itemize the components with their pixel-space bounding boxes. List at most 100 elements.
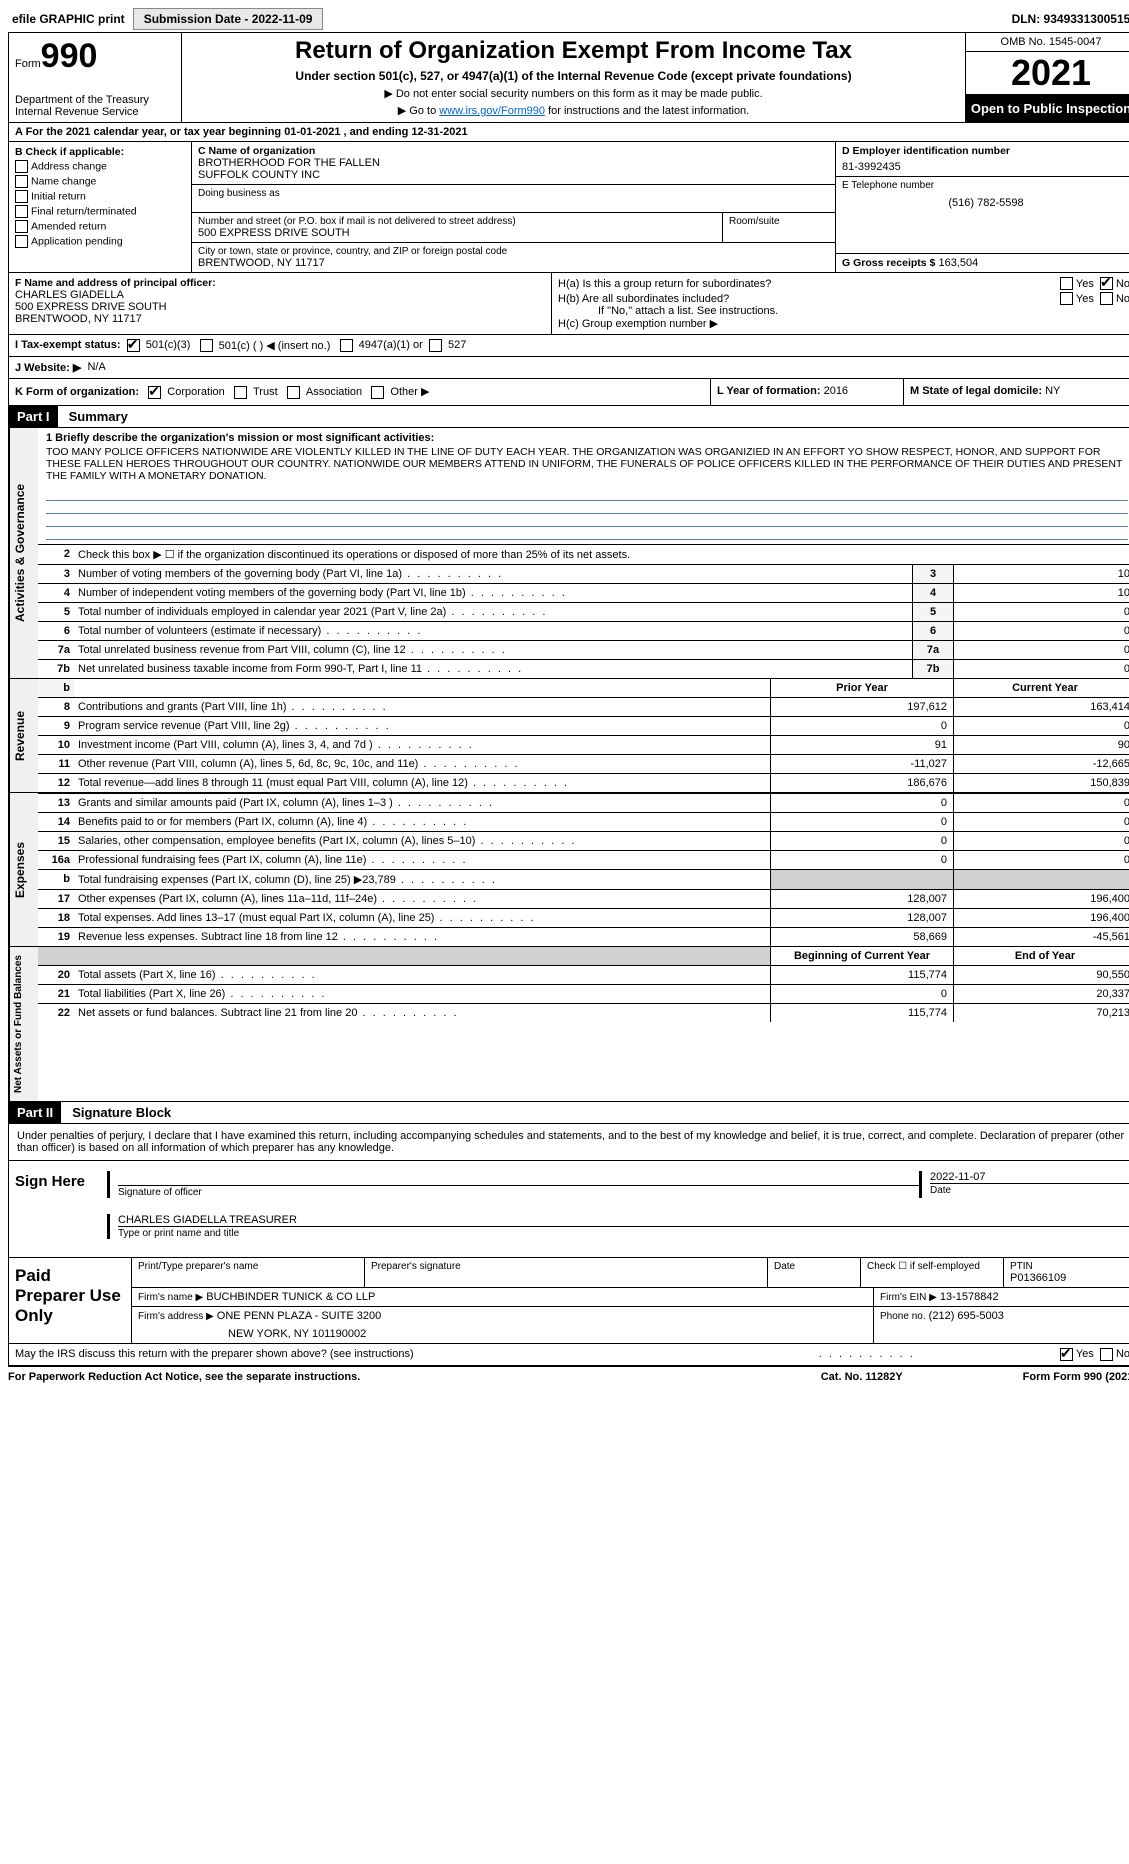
data-row: 16aProfessional fundraising fees (Part I… xyxy=(38,850,1129,869)
mission-label: 1 Briefly describe the organization's mi… xyxy=(46,432,1128,444)
cb-address-change[interactable] xyxy=(15,160,28,173)
hc-label: H(c) Group exemption number ▶ xyxy=(558,317,1129,330)
vtab-rev: Revenue xyxy=(9,679,38,792)
cb-4947[interactable] xyxy=(340,339,353,352)
cb-amended[interactable] xyxy=(15,220,28,233)
form-note2: ▶ Go to www.irs.gov/Form990 for instruct… xyxy=(188,104,959,117)
col-prior: Prior Year xyxy=(770,679,953,697)
header-right: OMB No. 1545-0047 2021 Open to Public In… xyxy=(965,33,1129,122)
sig-officer-label: Signature of officer xyxy=(118,1185,919,1198)
box-b-header: B Check if applicable: xyxy=(15,146,185,158)
box-d-e-g: D Employer identification number 81-3992… xyxy=(835,142,1129,272)
cb-initial-return[interactable] xyxy=(15,190,28,203)
part2-badge: Part II xyxy=(9,1102,61,1123)
box-i: I Tax-exempt status: 501(c)(3) 501(c) ( … xyxy=(9,335,1129,357)
firm-name-value: BUCHBINDER TUNICK & CO LLP xyxy=(206,1291,375,1303)
cb-trust[interactable] xyxy=(234,386,247,399)
officer-city: BRENTWOOD, NY 11717 xyxy=(15,313,545,325)
submission-date-button[interactable]: Submission Date - 2022-11-09 xyxy=(133,8,324,30)
gross-value: 163,504 xyxy=(938,257,978,269)
ein-value: 81-3992435 xyxy=(842,161,1129,173)
omb-number: OMB No. 1545-0047 xyxy=(966,33,1129,52)
firm-name-label: Firm's name ▶ xyxy=(138,1292,203,1303)
rev-section: Revenue b Prior Year Current Year 8Contr… xyxy=(9,679,1129,793)
hb-label: H(b) Are all subordinates included? xyxy=(558,293,1060,305)
data-row: 5Total number of individuals employed in… xyxy=(38,602,1129,621)
dba-label: Doing business as xyxy=(198,188,829,199)
cb-501c[interactable] xyxy=(200,339,213,352)
section-f-h: F Name and address of principal officer:… xyxy=(9,273,1129,335)
part1-badge: Part I xyxy=(9,406,58,427)
box-c: C Name of organization BROTHERHOOD FOR T… xyxy=(192,142,835,272)
declaration-text: Under penalties of perjury, I declare th… xyxy=(9,1124,1129,1161)
city-label: City or town, state or province, country… xyxy=(198,246,829,257)
header-left: Form990 Department of the Treasury Inter… xyxy=(9,33,182,122)
officer-label: F Name and address of principal officer: xyxy=(15,277,545,289)
data-row: 17Other expenses (Part IX, column (A), l… xyxy=(38,889,1129,908)
paid-preparer-section: Paid Preparer Use Only Print/Type prepar… xyxy=(9,1258,1129,1344)
vtab-gov: Activities & Governance xyxy=(9,428,38,678)
type-name-label: Type or print name and title xyxy=(118,1226,1129,1239)
box-k-l-m: K Form of organization: Corporation Trus… xyxy=(9,379,1129,406)
cb-501c3[interactable] xyxy=(127,339,140,352)
gross-label: G Gross receipts $ xyxy=(842,257,935,269)
section-b-to-g: B Check if applicable: Address change Na… xyxy=(9,142,1129,273)
cb-assoc[interactable] xyxy=(287,386,300,399)
cb-ha-no[interactable] xyxy=(1100,277,1113,290)
data-row: 22Net assets or fund balances. Subtract … xyxy=(38,1003,1129,1022)
phone-value: (516) 782-5598 xyxy=(842,197,1129,209)
cb-final-return[interactable] xyxy=(15,205,28,218)
form-subtitle: Under section 501(c), 527, or 4947(a)(1)… xyxy=(188,69,959,83)
data-row: 19Revenue less expenses. Subtract line 1… xyxy=(38,927,1129,946)
room-label: Room/suite xyxy=(729,216,829,227)
data-row: 12Total revenue—add lines 8 through 11 (… xyxy=(38,773,1129,792)
page-footer: For Paperwork Reduction Act Notice, see … xyxy=(8,1367,1129,1387)
sig-date-label: Date xyxy=(930,1183,1129,1196)
data-row: 4Number of independent voting members of… xyxy=(38,583,1129,602)
firm-phone-value: (212) 695-5003 xyxy=(929,1310,1004,1322)
form-header: Form990 Department of the Treasury Inter… xyxy=(9,33,1129,123)
data-row: 21Total liabilities (Part X, line 26)020… xyxy=(38,984,1129,1003)
cat-no: Cat. No. 11282Y xyxy=(821,1371,903,1383)
sign-here-row: Sign Here Signature of officer 2022-11-0… xyxy=(9,1161,1129,1258)
part1-header-row: Part I Summary xyxy=(9,406,1129,428)
cb-name-change[interactable] xyxy=(15,175,28,188)
cb-527[interactable] xyxy=(429,339,442,352)
firm-ein-label: Firm's EIN ▶ xyxy=(880,1292,937,1303)
cb-hb-yes[interactable] xyxy=(1060,292,1073,305)
data-row: 9Program service revenue (Part VIII, lin… xyxy=(38,716,1129,735)
org-name-2: SUFFOLK COUNTY INC xyxy=(198,169,829,181)
domicile-label: M State of legal domicile: xyxy=(910,385,1042,397)
mission-block: 1 Briefly describe the organization's mi… xyxy=(38,428,1129,544)
tax-status-label: I Tax-exempt status: xyxy=(15,339,121,352)
form-number: 990 xyxy=(41,37,98,75)
pt-self-label: Check ☐ if self-employed xyxy=(867,1261,997,1272)
cb-discuss-yes[interactable] xyxy=(1060,1348,1073,1361)
col-begin: Beginning of Current Year xyxy=(770,947,953,965)
col-end: End of Year xyxy=(953,947,1129,965)
cb-app-pending[interactable] xyxy=(15,235,28,248)
paid-preparer-label: Paid Preparer Use Only xyxy=(9,1258,131,1343)
officer-name: CHARLES GIADELLA xyxy=(15,289,545,301)
firm-phone-label: Phone no. xyxy=(880,1311,926,1322)
form-title: Return of Organization Exempt From Incom… xyxy=(188,37,959,65)
dln-label: DLN: 93493313005152 xyxy=(1012,12,1129,26)
firm-addr-label: Firm's address ▶ xyxy=(138,1311,214,1322)
irs-link[interactable]: www.irs.gov/Form990 xyxy=(439,105,545,117)
data-row: 6Total number of volunteers (estimate if… xyxy=(38,621,1129,640)
exp-section: Expenses 13Grants and similar amounts pa… xyxy=(9,793,1129,947)
street-value: 500 EXPRESS DRIVE SOUTH xyxy=(198,227,716,239)
box-f: F Name and address of principal officer:… xyxy=(9,273,552,334)
col-current: Current Year xyxy=(953,679,1129,697)
year-form-value: 2016 xyxy=(824,385,848,397)
year-form-label: L Year of formation: xyxy=(717,385,821,397)
data-row: 13Grants and similar amounts paid (Part … xyxy=(38,793,1129,812)
ha-label: H(a) Is this a group return for subordin… xyxy=(558,278,1060,290)
cb-hb-no[interactable] xyxy=(1100,292,1113,305)
cb-ha-yes[interactable] xyxy=(1060,277,1073,290)
efile-label: efile GRAPHIC print xyxy=(8,12,129,26)
cb-other[interactable] xyxy=(371,386,384,399)
cb-discuss-no[interactable] xyxy=(1100,1348,1113,1361)
cb-corp[interactable] xyxy=(148,386,161,399)
part2-header-row: Part II Signature Block xyxy=(9,1102,1129,1124)
